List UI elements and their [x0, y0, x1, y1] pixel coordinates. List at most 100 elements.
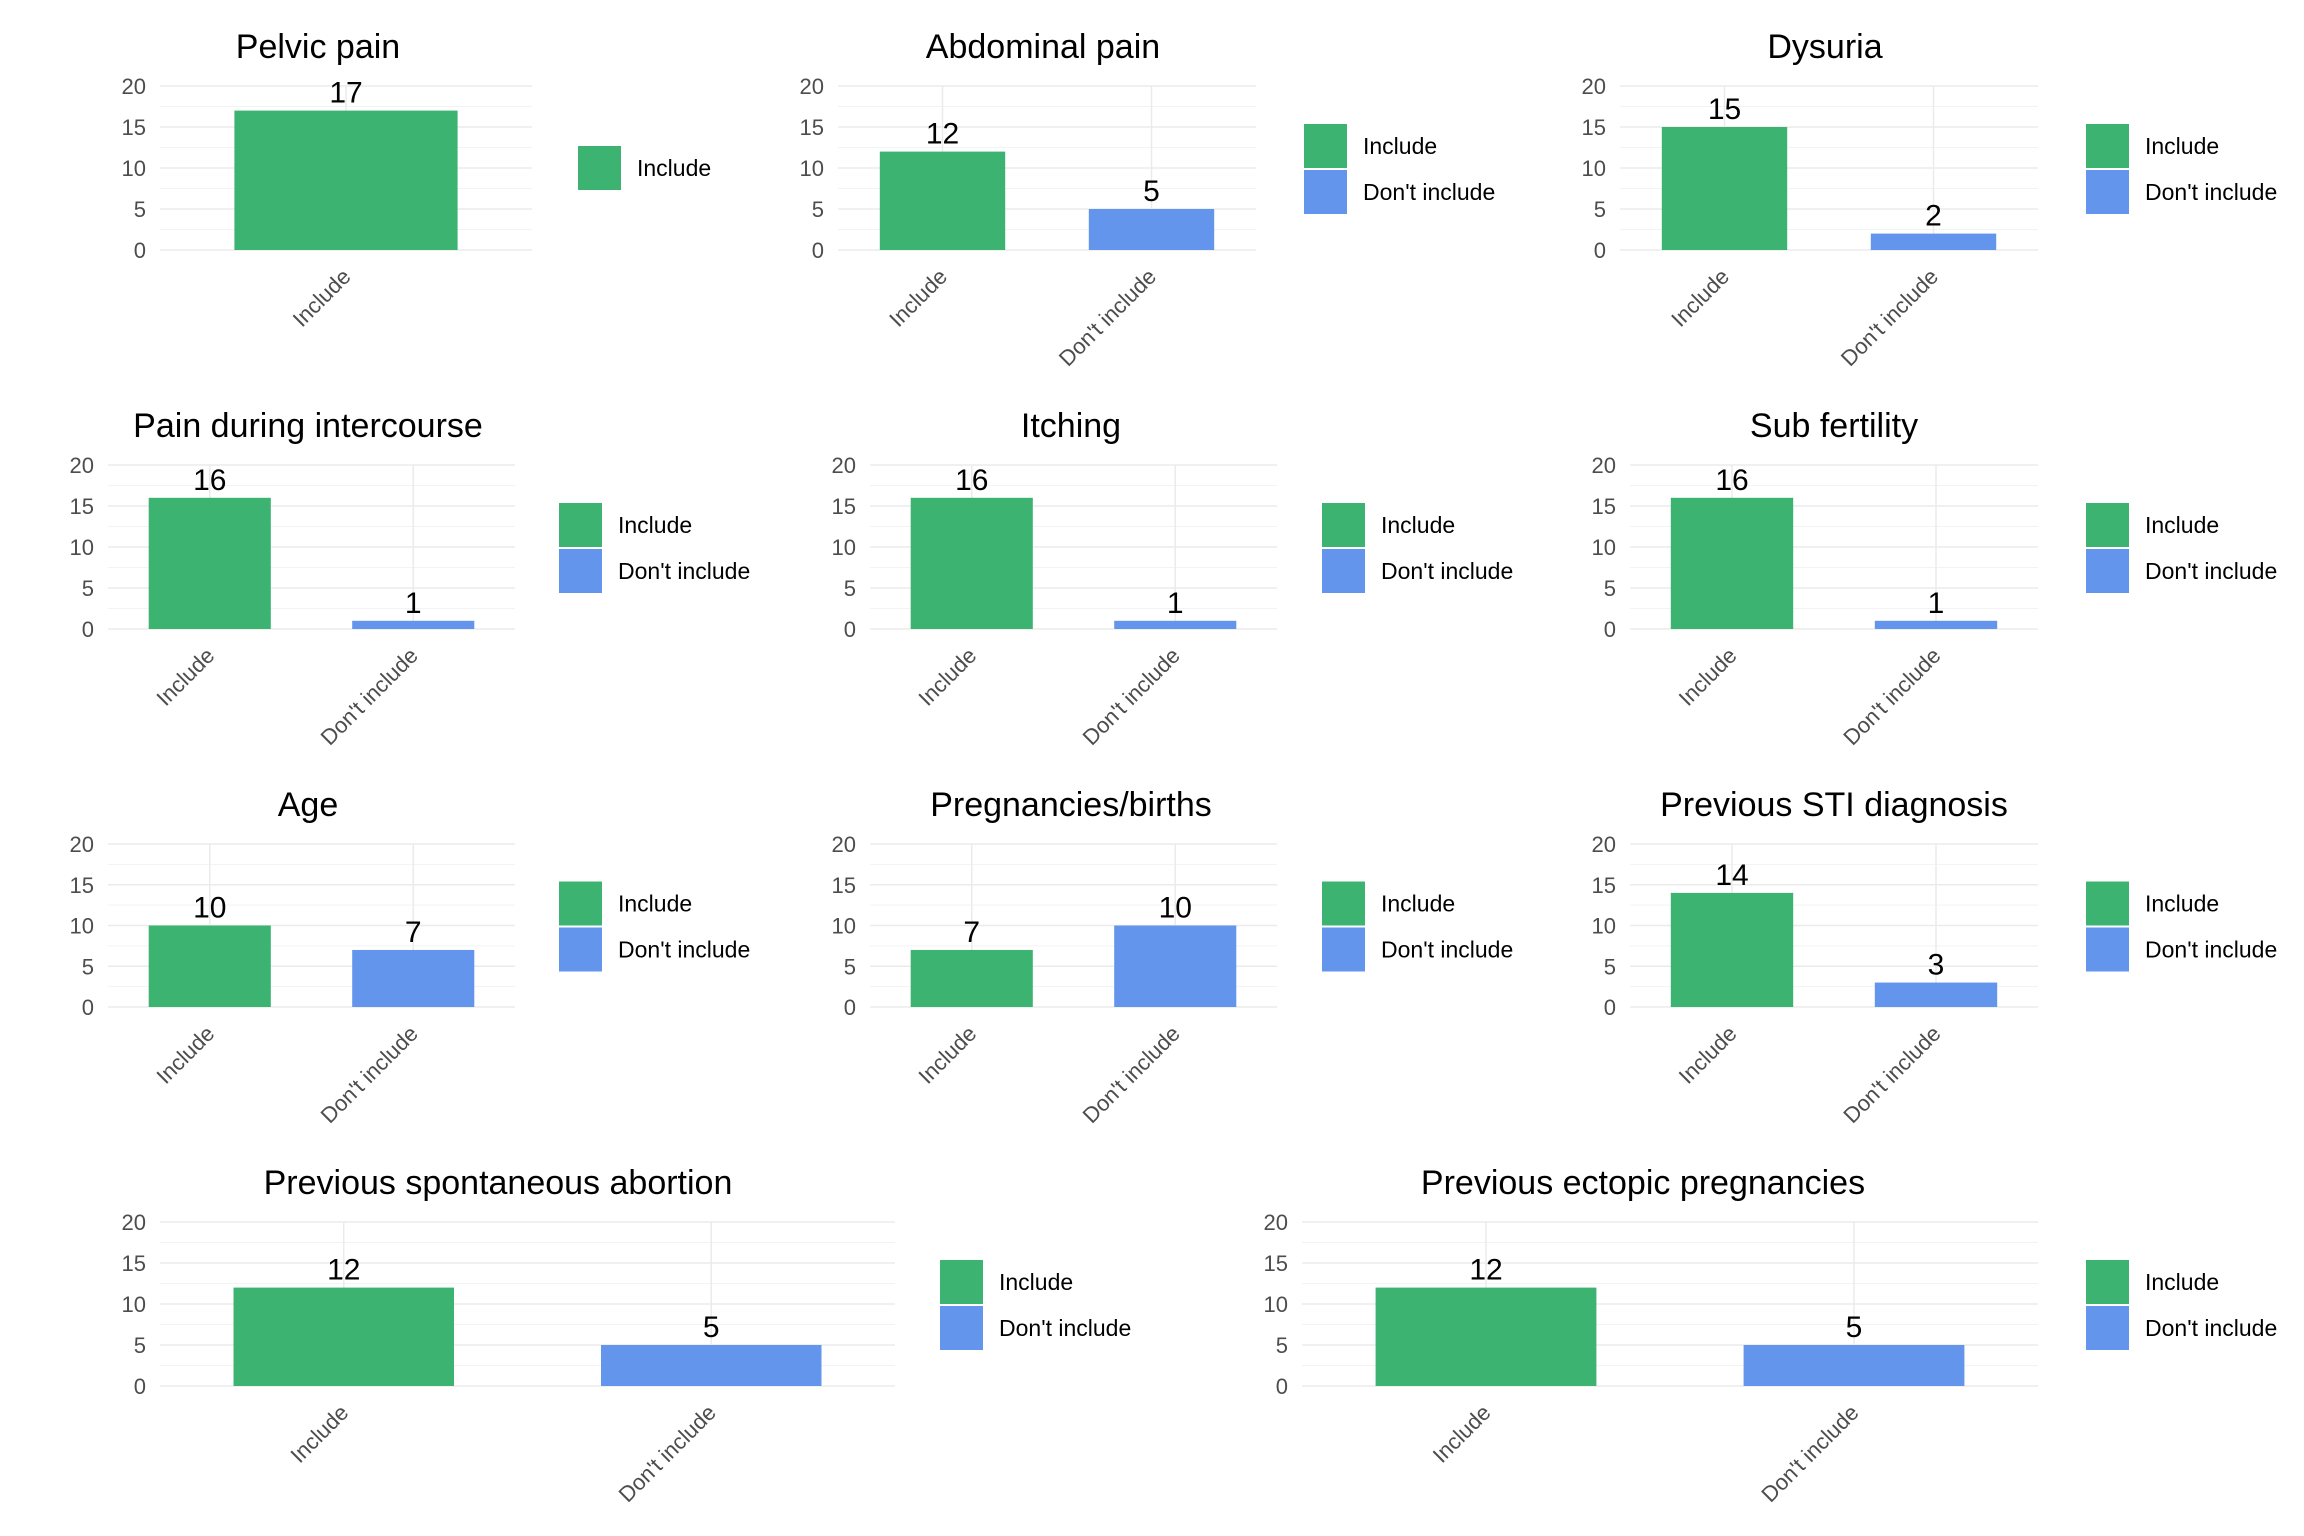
- y-tick-label: 15: [1264, 1251, 1288, 1276]
- y-tick-label: 15: [1592, 873, 1616, 898]
- legend-label: Include: [2145, 512, 2219, 538]
- y-tick-label: 5: [134, 1333, 146, 1358]
- value-label: 15: [1708, 93, 1741, 126]
- legend: Include Don't include: [2086, 1260, 2277, 1350]
- value-label: 12: [1469, 1254, 1502, 1287]
- x-tick-label: Don't include: [1838, 643, 1945, 750]
- y-tick-label: 20: [800, 74, 824, 99]
- panel-dysuria: 0 5 10 15 20 15 Include 2 Don't include Dysuria In…: [1582, 28, 2278, 371]
- legend-label: Include: [999, 1269, 1073, 1295]
- chart-title: Itching: [1021, 407, 1121, 445]
- value-label: 14: [1715, 859, 1748, 892]
- legend-label: Don't include: [1363, 179, 1495, 205]
- y-tick-label: 20: [122, 74, 146, 99]
- y-tick-label: 0: [844, 617, 856, 642]
- legend-label: Include: [1381, 891, 1455, 917]
- legend: Include Don't include: [940, 1260, 1131, 1350]
- value-label: 1: [405, 587, 422, 620]
- bar-don-t-include: [1088, 209, 1215, 250]
- bar-include: [234, 110, 458, 250]
- panel-pregnancies-births: 0 5 10 15 20 7 Include 10 Don't include Pregnanci…: [832, 786, 1514, 1128]
- y-tick-label: 5: [82, 576, 94, 601]
- legend: Include Don't include: [2086, 503, 2277, 593]
- y-tick-label: 10: [800, 156, 824, 181]
- value-label: 16: [193, 464, 226, 497]
- bar-include: [148, 925, 271, 1007]
- y-tick-label: 15: [800, 115, 824, 140]
- x-tick-label: Don't include: [1054, 264, 1161, 371]
- chart-title: Sub fertility: [1750, 407, 1918, 445]
- x-tick-label: Don't include: [1756, 1400, 1863, 1507]
- value-label: 16: [1715, 464, 1748, 497]
- y-tick-label: 0: [134, 238, 146, 263]
- y-tick-label: 15: [122, 1251, 146, 1276]
- legend: Include Don't include: [2086, 881, 2277, 972]
- y-tick-label: 0: [82, 995, 94, 1020]
- legend: Include Don't include: [559, 503, 750, 593]
- legend-label: Include: [2145, 1269, 2219, 1295]
- legend-key-don-t-include: [559, 927, 602, 972]
- x-tick-label: Don't include: [1078, 1021, 1185, 1128]
- bar-don-t-include: [352, 620, 475, 629]
- y-tick-label: 0: [812, 238, 824, 263]
- value-label: 5: [703, 1311, 720, 1344]
- legend-label: Don't include: [2145, 937, 2277, 963]
- legend-key-include: [559, 881, 602, 926]
- value-label: 5: [1143, 175, 1160, 208]
- chart-title: Dysuria: [1767, 28, 1882, 66]
- y-tick-label: 0: [134, 1374, 146, 1399]
- chart-title: Pregnancies/births: [930, 786, 1212, 824]
- bar-include: [910, 497, 1033, 629]
- x-tick-label: Include: [151, 1021, 219, 1089]
- legend-key-include: [1322, 503, 1365, 547]
- x-tick-label: Don't include: [316, 643, 423, 750]
- value-label: 3: [1928, 949, 1945, 982]
- y-tick-label: 0: [82, 617, 94, 642]
- chart-title: Abdominal pain: [926, 28, 1160, 66]
- legend-key-don-t-include: [1322, 927, 1365, 972]
- legend-label: Include: [618, 512, 692, 538]
- y-tick-label: 10: [70, 535, 94, 560]
- y-tick-label: 15: [832, 494, 856, 519]
- legend-label: Don't include: [999, 1315, 1131, 1341]
- y-tick-label: 0: [1276, 1374, 1288, 1399]
- legend-key-include: [2086, 881, 2129, 926]
- y-tick-label: 5: [812, 197, 824, 222]
- chart-title: Previous STI diagnosis: [1660, 786, 2008, 824]
- chart-title: Pain during intercourse: [133, 407, 483, 445]
- panel-itching: 0 5 10 15 20 16 Include 1 Don't include Itching In…: [832, 407, 1514, 750]
- y-tick-label: 0: [1604, 995, 1616, 1020]
- legend: Include Don't include: [559, 881, 750, 972]
- legend-key-include: [559, 503, 602, 547]
- x-tick-label: Include: [288, 264, 356, 332]
- bar-don-t-include: [1874, 982, 1998, 1007]
- value-label: 10: [193, 892, 226, 925]
- y-tick-label: 10: [1592, 535, 1616, 560]
- y-tick-label: 5: [844, 954, 856, 979]
- legend-label: Include: [637, 155, 711, 181]
- bar-include: [1670, 892, 1794, 1007]
- value-label: 12: [926, 118, 959, 151]
- y-tick-label: 20: [1592, 453, 1616, 478]
- chart-title: Age: [278, 786, 339, 824]
- y-tick-label: 15: [1582, 115, 1606, 140]
- x-tick-label: Don't include: [316, 1021, 423, 1128]
- bar-include: [148, 497, 271, 629]
- y-tick-label: 20: [122, 1210, 146, 1235]
- legend-label: Don't include: [1381, 558, 1513, 584]
- y-tick-label: 5: [1604, 576, 1616, 601]
- x-tick-label: Include: [1674, 1021, 1742, 1089]
- legend-label: Don't include: [618, 558, 750, 584]
- legend-key-include: [578, 146, 621, 190]
- bar-include: [1670, 497, 1794, 629]
- legend: Include Don't include: [1322, 881, 1513, 972]
- y-tick-label: 10: [832, 914, 856, 939]
- y-tick-label: 15: [70, 873, 94, 898]
- y-tick-label: 5: [1594, 197, 1606, 222]
- value-label: 2: [1925, 200, 1942, 233]
- y-tick-label: 15: [122, 115, 146, 140]
- bar-don-t-include: [1743, 1345, 1965, 1386]
- chart-title: Previous ectopic pregnancies: [1421, 1164, 1865, 1202]
- y-tick-label: 10: [122, 1292, 146, 1317]
- panel-sub-fertility: 0 5 10 15 20 16 Include 1 Don't include Sub ferti…: [1592, 407, 2278, 750]
